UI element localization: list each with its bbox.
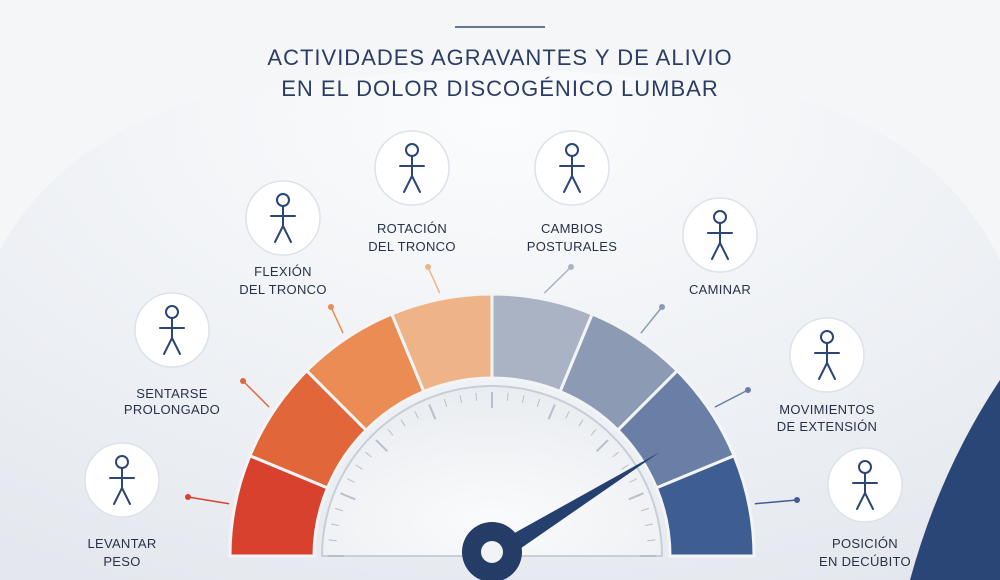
activity-label: CAMINAR — [689, 282, 751, 297]
activity-label: PROLONGADO — [124, 402, 220, 417]
dial-tick — [364, 451, 372, 458]
connector-dot — [659, 304, 665, 310]
connector — [330, 306, 344, 334]
dial-tick — [647, 539, 656, 542]
dial-tick — [628, 492, 644, 501]
needle-hub-cap — [481, 541, 503, 563]
bg-navy — [910, 380, 1000, 580]
activity-label: MOVIMIENTOS — [779, 402, 875, 417]
activity-label: DE EXTENSIÓN — [777, 419, 877, 434]
connector — [427, 266, 441, 294]
connector — [754, 499, 798, 505]
dial-tick — [590, 428, 597, 436]
dial-tick — [387, 428, 394, 436]
connector-dot — [185, 494, 191, 500]
connector — [640, 306, 663, 334]
dial-tick — [328, 539, 337, 542]
activity-label: ROTACIÓN — [377, 221, 447, 236]
activity-label: EN DECÚBITO — [819, 554, 911, 569]
gauge-segment — [654, 453, 756, 558]
icon-body — [159, 318, 185, 355]
dial-tick — [334, 507, 343, 512]
dial-tick — [375, 439, 389, 453]
activity-label: POSICIÓN — [832, 536, 898, 551]
connector — [187, 496, 230, 505]
connector-dot — [568, 264, 574, 270]
connector-dot — [745, 387, 751, 393]
icon-body — [109, 468, 135, 505]
dial-tick — [340, 492, 356, 501]
connector-dot — [240, 378, 246, 384]
activity-label: LEVANTAR — [87, 536, 156, 551]
activity-label: SENTARSE — [136, 386, 208, 401]
connector-dot — [328, 304, 334, 310]
connector — [714, 389, 749, 408]
connector — [543, 266, 572, 294]
activity-label: FLEXIÓN — [254, 264, 312, 279]
dial-face — [320, 385, 664, 557]
dial-tick — [400, 419, 406, 427]
icon-body — [270, 206, 296, 243]
icon-body — [852, 473, 878, 510]
activity-label: DEL TRONCO — [368, 239, 456, 254]
activity-label: PESO — [103, 554, 140, 569]
dial-tick — [629, 478, 637, 483]
dial-tick — [355, 464, 363, 470]
dial-tick — [547, 404, 556, 420]
dial-tick — [612, 451, 620, 458]
dial-tick — [641, 507, 650, 512]
dial-tick — [621, 464, 629, 470]
dial-tick — [536, 398, 541, 407]
dial-tick — [521, 395, 525, 404]
needle — [484, 452, 660, 564]
dial-tick — [475, 392, 478, 401]
icon-body — [814, 343, 840, 380]
dial-tick — [459, 395, 463, 404]
activity-label: DEL TRONCO — [239, 282, 327, 297]
dial-tick — [506, 392, 509, 401]
dial-tick — [565, 411, 570, 419]
title-line: EN EL DOLOR DISCOGÉNICO LUMBAR — [281, 76, 718, 101]
icon-body — [559, 156, 585, 193]
bg-curve — [0, 0, 1000, 260]
dial-tick — [644, 523, 653, 527]
activity-label: CAMBIOS — [541, 221, 603, 236]
icon-body — [707, 223, 733, 260]
connector — [242, 380, 270, 408]
connector-dot — [794, 497, 800, 503]
dial-tick — [595, 439, 609, 453]
dial-tick — [414, 411, 419, 419]
dial-tick — [428, 404, 437, 420]
connector-dot — [425, 264, 431, 270]
dial-tick — [443, 398, 448, 407]
dial-tick — [331, 523, 340, 527]
dial-tick — [347, 478, 355, 483]
activity-label: POSTURALES — [527, 239, 617, 254]
title-line: ACTIVIDADES AGRAVANTES Y DE ALIVIO — [267, 45, 732, 70]
dial-tick — [578, 419, 584, 427]
icon-body — [399, 156, 425, 193]
